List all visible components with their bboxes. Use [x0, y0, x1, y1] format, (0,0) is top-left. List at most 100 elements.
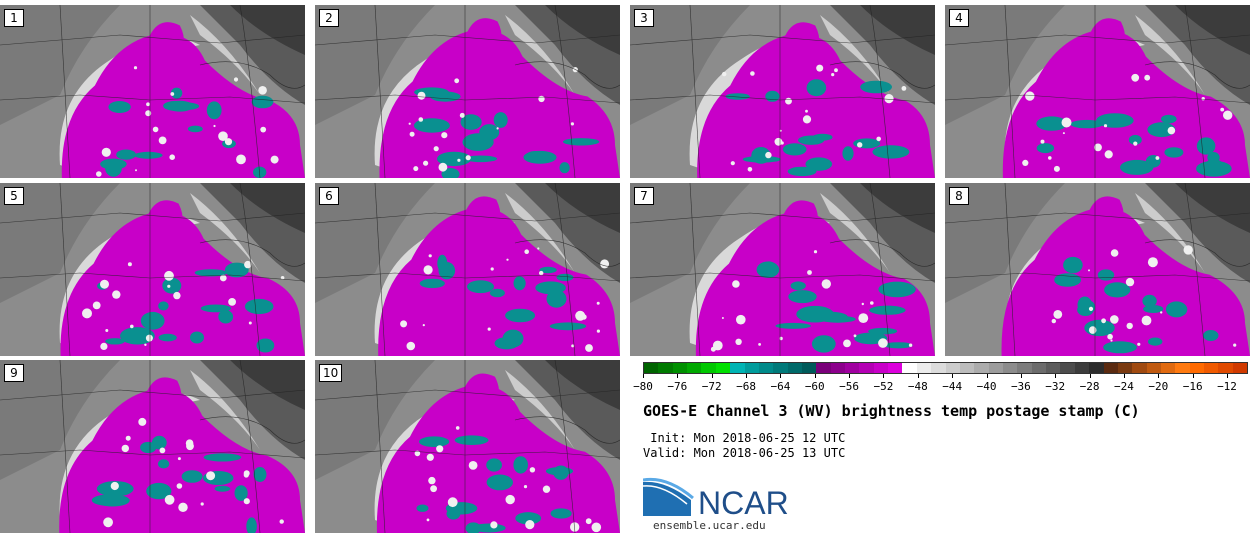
- panel-number-label: 8: [949, 187, 969, 205]
- colorbar-segment: [1146, 363, 1161, 373]
- panel-member-7: 7: [630, 183, 935, 356]
- colorbar-segment: [1132, 363, 1147, 373]
- panel-member-8: 8: [945, 183, 1250, 356]
- panel-number-label: 3: [634, 9, 654, 27]
- colorbar-segment: [758, 363, 774, 373]
- colorbar-segment: [845, 363, 860, 373]
- colorbar-tick-label: −16: [1182, 380, 1203, 393]
- logo-url: ensemble.ucar.edu: [653, 519, 766, 532]
- colorbar-tick: [849, 374, 851, 378]
- panel-number-label: 6: [319, 187, 339, 205]
- wv-map: [315, 360, 620, 533]
- panel-number-label: 10: [319, 364, 343, 382]
- colorbar-tick: [952, 374, 954, 378]
- colorbar-segment: [1031, 363, 1047, 373]
- ncar-logo-text: NCAR: [698, 485, 789, 518]
- colorbar-segment: [773, 363, 788, 373]
- panel-member-9: 9: [0, 360, 305, 533]
- colorbar-segment: [1060, 363, 1075, 373]
- colorbar-segment: [1103, 363, 1118, 373]
- wv-map: [945, 183, 1250, 356]
- colorbar-tick: [814, 374, 816, 378]
- wv-map: [0, 183, 305, 356]
- colorbar-segment: [1218, 363, 1233, 373]
- colorbar-segment: [1002, 363, 1018, 373]
- colorbar-tick-label: −76: [667, 380, 688, 393]
- colorbar-segment: [658, 363, 673, 373]
- colorbar-tick: [1227, 374, 1228, 378]
- colorbar-tick: [1089, 374, 1091, 378]
- colorbar-tick: [746, 374, 748, 378]
- colorbar-tick: [883, 374, 885, 378]
- colorbar-tick-label: −64: [770, 380, 791, 393]
- colorbar-segment: [715, 363, 731, 373]
- colorbar-segment: [1232, 363, 1248, 373]
- colorbar-tick: [1192, 374, 1194, 378]
- wv-map: [945, 5, 1250, 178]
- colorbar-tick-label: −28: [1079, 380, 1100, 393]
- colorbar-segment: [1089, 363, 1104, 373]
- colorbar-segment: [1189, 363, 1205, 373]
- colorbar-tick-label: −36: [1010, 380, 1031, 393]
- colorbar-tick: [986, 374, 988, 378]
- panel-number-label: 7: [634, 187, 654, 205]
- panel-number-label: 4: [949, 9, 969, 27]
- colorbar-segment: [687, 363, 702, 373]
- colorbar-tick-label: −20: [1148, 380, 1169, 393]
- panel-member-3: 3: [630, 5, 935, 178]
- wv-map: [315, 5, 620, 178]
- colorbar-tick: [1020, 374, 1022, 378]
- colorbar-segment: [959, 363, 975, 373]
- colorbar-segment: [931, 363, 946, 373]
- figure-title: GOES-E Channel 3 (WV) brightness temp po…: [643, 402, 1140, 420]
- init-time: Init: Mon 2018-06-25 12 UTC: [643, 431, 846, 445]
- colorbar-segment: [744, 363, 759, 373]
- colorbar-segment: [816, 363, 831, 373]
- colorbar-tick: [1055, 374, 1057, 378]
- colorbar-tick: [711, 374, 713, 378]
- wv-map: [630, 183, 935, 356]
- colorbar: −80 −76 −72 −68 −64 −60 −56 −52 −48 −44 −40 −36 −32−…: [633, 362, 1248, 394]
- colorbar-tick-label: −72: [701, 380, 722, 393]
- panel-number-label: 1: [4, 9, 24, 27]
- panel-member-4: 4: [945, 5, 1250, 178]
- colorbar-tick-label: −52: [873, 380, 894, 393]
- wv-map: [0, 5, 305, 178]
- colorbar-segment: [974, 363, 989, 373]
- colorbar-segment: [701, 363, 716, 373]
- colorbar-segment: [916, 363, 932, 373]
- colorbar-segment: [1046, 363, 1061, 373]
- colorbar-segment: [830, 363, 846, 373]
- colorbar-segment: [1160, 363, 1176, 373]
- colorbar-segment: [1017, 363, 1032, 373]
- colorbar-segment: [644, 363, 659, 373]
- colorbar-tick-label: −60: [804, 380, 825, 393]
- panel-number-label: 5: [4, 187, 24, 205]
- colorbar-tick: [917, 374, 919, 378]
- panel-number-label: 2: [319, 9, 339, 27]
- colorbar-segment: [873, 363, 889, 373]
- colorbar-tick: [1158, 374, 1160, 378]
- colorbar-tick-label: −68: [736, 380, 756, 393]
- colorbar-segment: [801, 363, 817, 373]
- colorbar-tick: [643, 374, 644, 378]
- ncar-logo-mark: [643, 477, 694, 516]
- colorbar-segment: [902, 363, 917, 373]
- colorbar-tick-label: −40: [976, 380, 997, 393]
- colorbar-segment: [859, 363, 874, 373]
- colorbar-segment: [1175, 363, 1190, 373]
- colorbar-segment: [945, 363, 960, 373]
- colorbar-segment: [787, 363, 802, 373]
- colorbar-tick: [780, 374, 782, 378]
- valid-time: Valid: Mon 2018-06-25 13 UTC: [643, 446, 846, 460]
- panel-member-5: 5: [0, 183, 305, 356]
- panel-member-6: 6: [315, 183, 620, 356]
- wv-map: [630, 5, 935, 178]
- colorbar-segment: [888, 363, 903, 373]
- colorbar-tick-label: −56: [839, 380, 860, 393]
- colorbar-segment: [1117, 363, 1133, 373]
- colorbar-segment: [988, 363, 1003, 373]
- wv-map: [315, 183, 620, 356]
- colorbar-tick: [677, 374, 679, 378]
- colorbar-scale: [643, 362, 1248, 374]
